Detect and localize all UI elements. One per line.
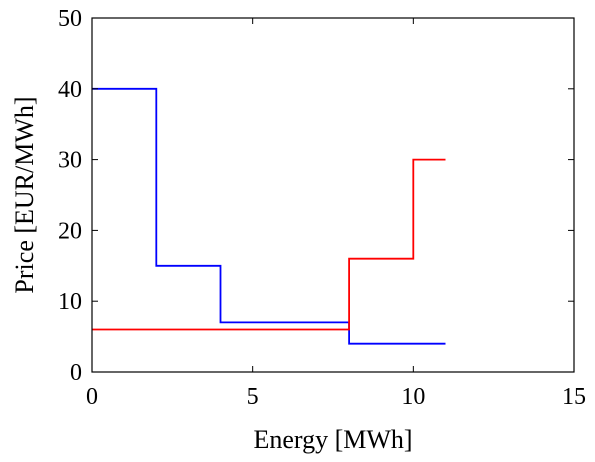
y-tick-label: 10 bbox=[58, 289, 82, 315]
series-layer bbox=[92, 87, 446, 345]
y-tick-label: 30 bbox=[58, 148, 82, 174]
y-tick-label: 0 bbox=[70, 360, 82, 386]
y-tick-label: 50 bbox=[58, 6, 82, 32]
plot-frame bbox=[91, 17, 575, 373]
y-tick-label: 40 bbox=[58, 77, 82, 103]
x-tick-label: 0 bbox=[86, 384, 98, 410]
y-axis-label: Price [EUR/MWh] bbox=[10, 96, 39, 293]
x-tick-label: 5 bbox=[247, 384, 259, 410]
x-axis-label: Energy [MWh] bbox=[253, 425, 412, 454]
x-tick-label: 15 bbox=[562, 384, 586, 410]
series-line-1 bbox=[92, 87, 446, 345]
series-line-2 bbox=[92, 158, 446, 331]
ticks-layer: 0 5 10 15 0 10 20 30 40 50 bbox=[58, 6, 586, 410]
x-tick-label: 10 bbox=[401, 384, 425, 410]
y-tick-label: 20 bbox=[58, 218, 82, 244]
